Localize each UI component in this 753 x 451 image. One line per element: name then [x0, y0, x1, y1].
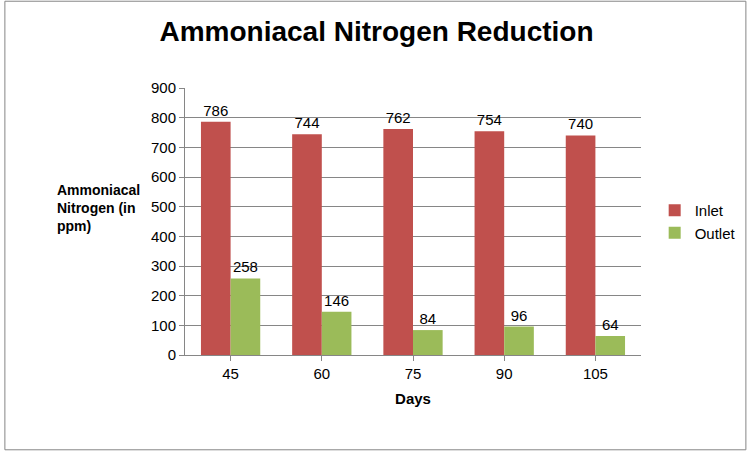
svg-text:740: 740	[568, 115, 593, 132]
svg-text:400: 400	[151, 228, 176, 245]
svg-text:Ammoniacal Nitrogen Reduction: Ammoniacal Nitrogen Reduction	[159, 16, 593, 47]
svg-text:Outlet: Outlet	[695, 225, 736, 242]
svg-text:762: 762	[386, 109, 411, 126]
svg-text:900: 900	[151, 79, 176, 96]
svg-text:700: 700	[151, 139, 176, 156]
svg-text:AmmoniacalNitrogen (inppm): AmmoniacalNitrogen (inppm)	[57, 182, 140, 234]
svg-text:258: 258	[233, 258, 258, 275]
svg-text:744: 744	[294, 114, 319, 131]
svg-text:0: 0	[168, 346, 176, 363]
svg-text:146: 146	[324, 292, 349, 309]
svg-text:60: 60	[313, 365, 330, 382]
svg-text:100: 100	[151, 317, 176, 334]
svg-text:45: 45	[222, 365, 239, 382]
svg-text:300: 300	[151, 257, 176, 274]
svg-text:96: 96	[511, 307, 528, 324]
svg-text:105: 105	[583, 365, 608, 382]
svg-text:800: 800	[151, 109, 176, 126]
svg-text:90: 90	[496, 365, 513, 382]
svg-text:754: 754	[477, 111, 502, 128]
svg-text:500: 500	[151, 198, 176, 215]
svg-text:75: 75	[405, 365, 422, 382]
svg-text:84: 84	[419, 310, 436, 327]
svg-text:600: 600	[151, 168, 176, 185]
svg-text:786: 786	[203, 102, 228, 119]
svg-text:64: 64	[602, 316, 619, 333]
svg-text:200: 200	[151, 287, 176, 304]
svg-text:Days: Days	[395, 390, 431, 407]
svg-text:Inlet: Inlet	[695, 202, 724, 219]
